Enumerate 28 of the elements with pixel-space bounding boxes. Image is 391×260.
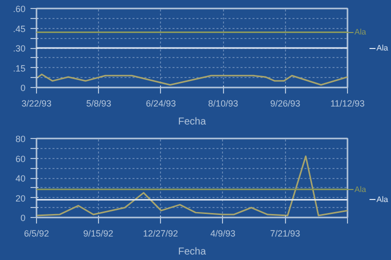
y-tick-label: .45 [12,24,26,34]
x-tick-label: 11/12/93 [330,98,365,108]
x-axis-title: Fecha [178,246,206,258]
y-tick-label: 80 [15,134,26,144]
x-tick-label: 3/22/93 [21,98,52,108]
line-series [36,74,348,86]
y-tick-label: 40 [15,174,26,184]
ref-line-label: Ala [354,28,367,37]
y-tick-label: 60 [15,154,26,164]
ref-line-label: Ala [354,184,367,194]
ref-line-label: Ala [376,195,389,204]
x-tick-label: 6/24/93 [146,98,176,108]
x-tick-label: 9/15/92 [83,228,114,238]
y-tick-label: .30 [12,44,26,54]
x-axis-title: Fecha [178,116,206,128]
y-tick-label: 0 [20,83,26,93]
y-tick-label: 20 [15,193,26,204]
x-tick-label: 7/21/93 [270,228,300,238]
y-tick-label: .15 [12,63,26,74]
x-tick-label: 5/8/93 [86,98,112,108]
y-tick-label: 0 [20,213,26,223]
x-tick-label: 9/26/93 [270,98,300,108]
x-tick-label: 12/27/92 [143,228,178,238]
x-tick-label: 8/10/93 [208,98,238,108]
x-tick-label: 4/9/93 [210,228,236,238]
x-tick-label: 6/5/92 [24,228,50,238]
y-tick-label: .60 [12,4,26,14]
ref-line-label: Ala [376,44,389,52]
